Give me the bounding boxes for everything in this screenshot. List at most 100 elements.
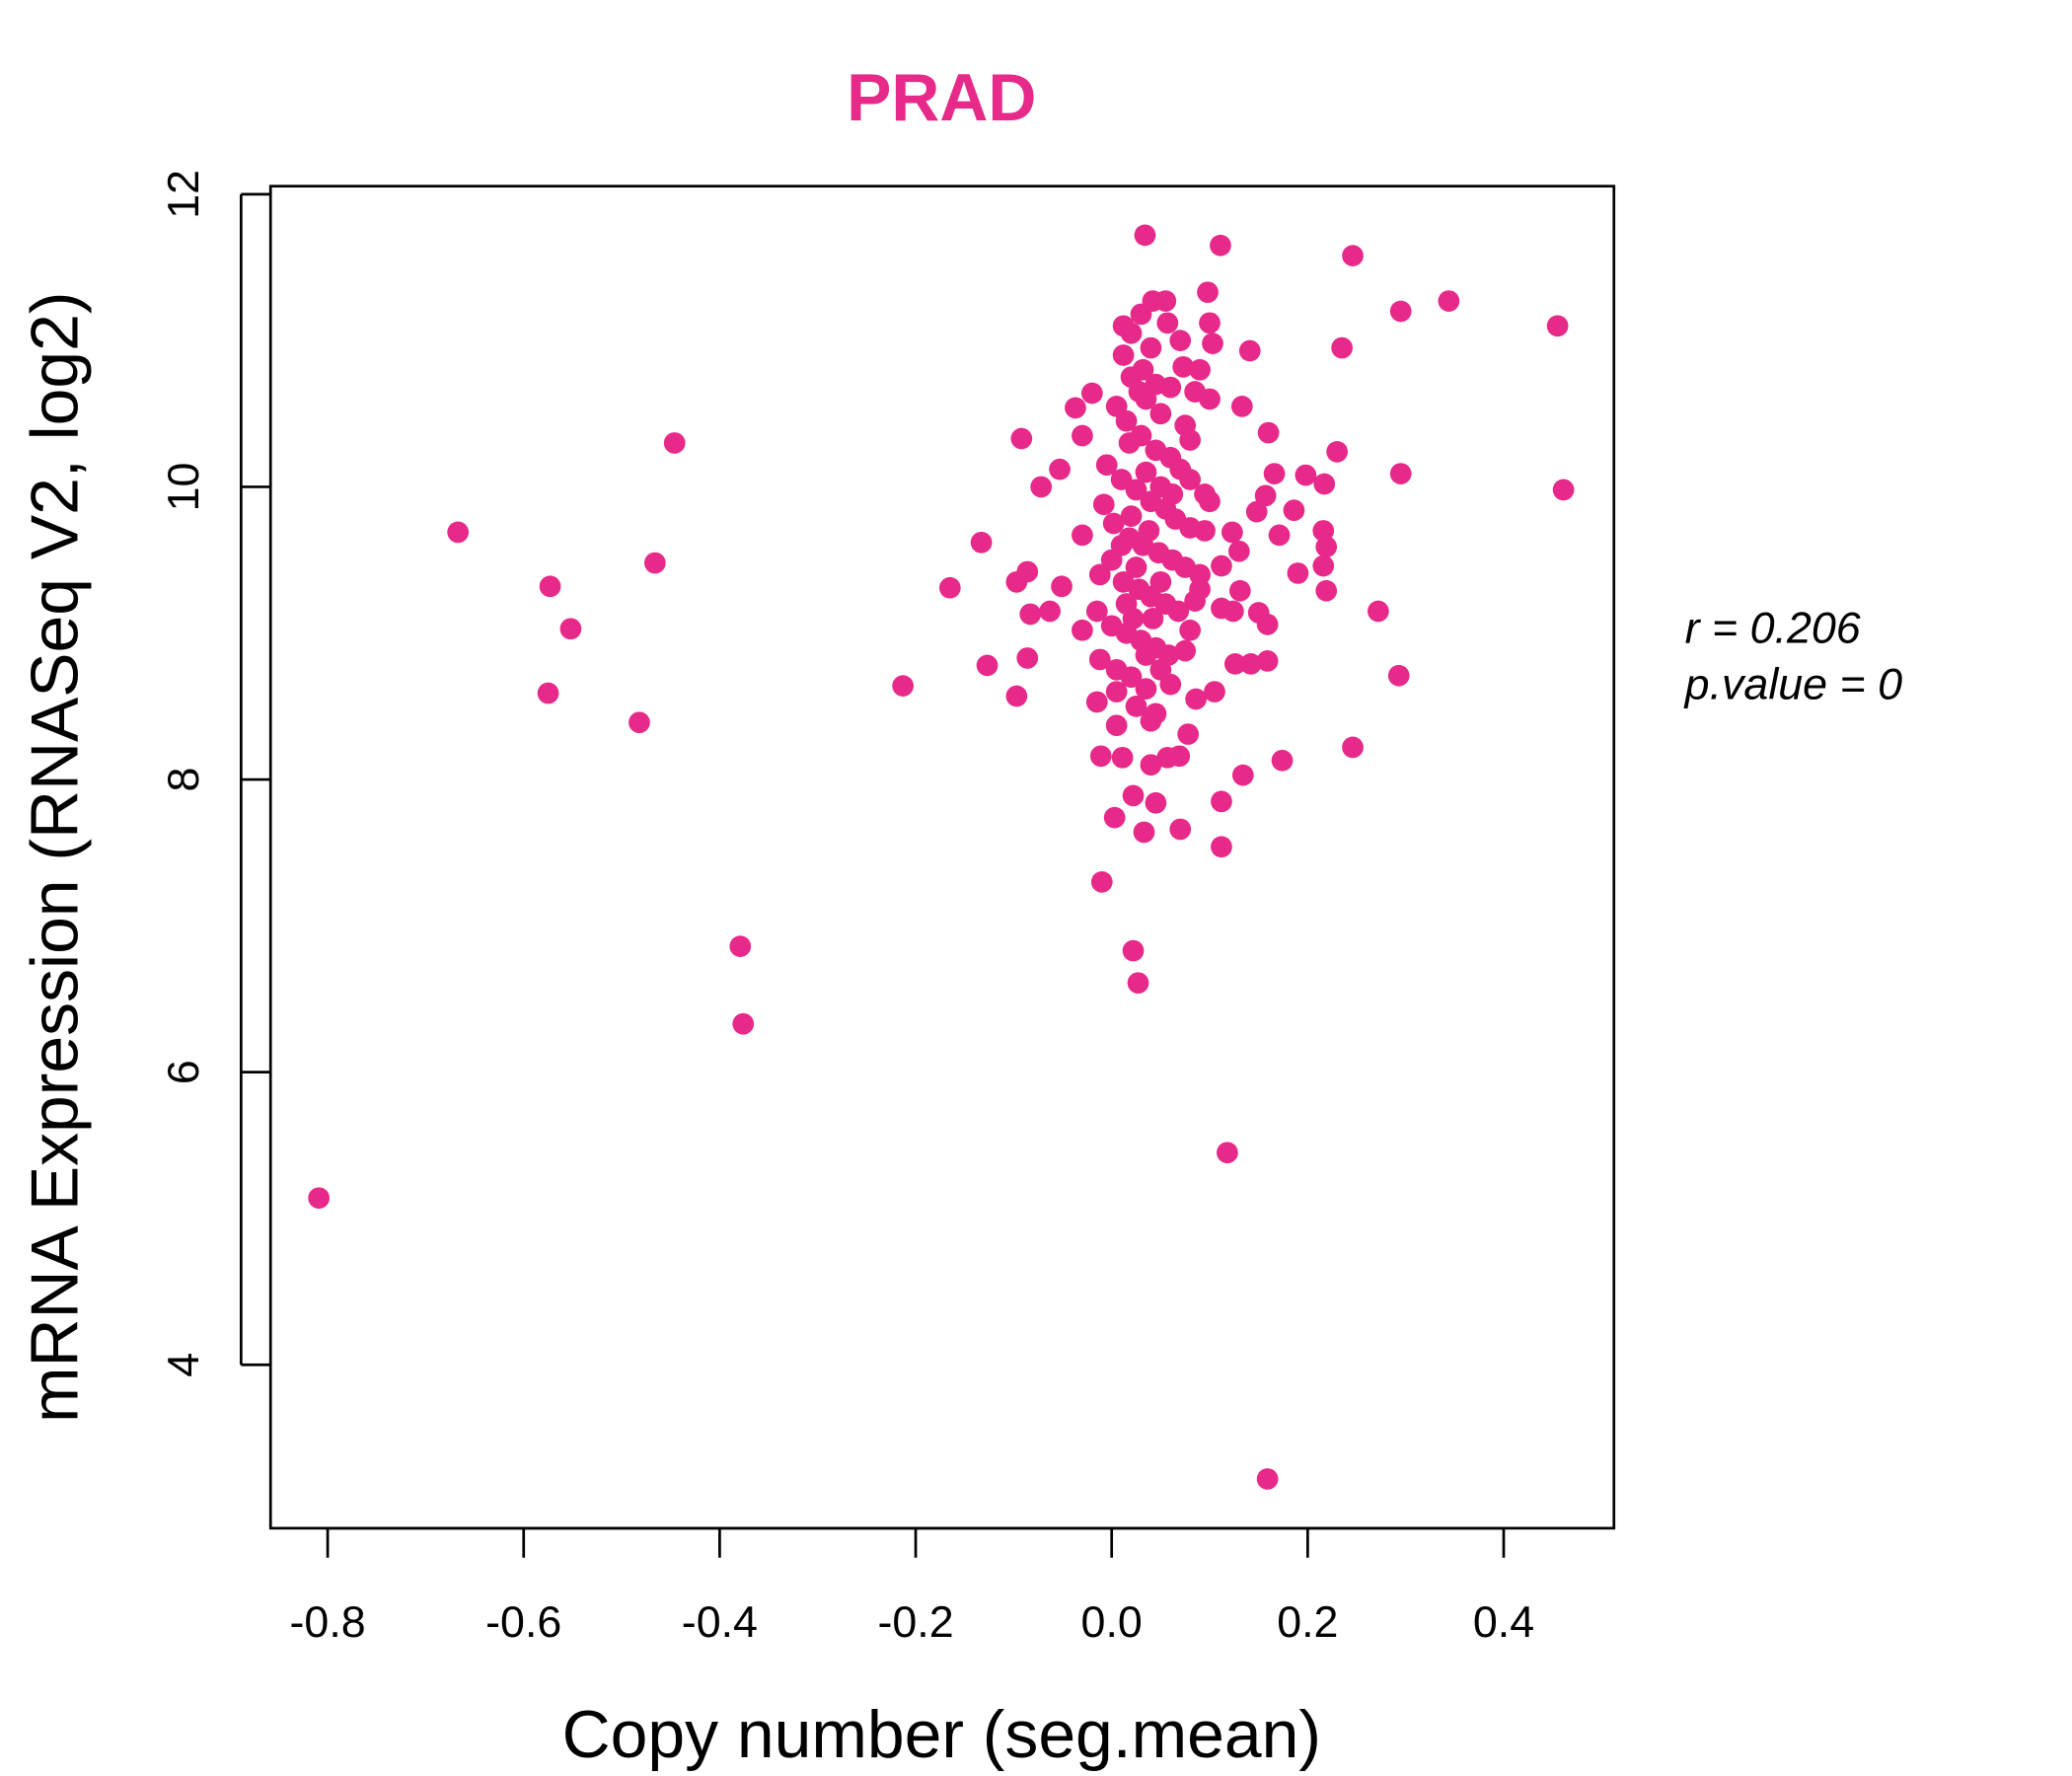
data-point [1204,681,1225,703]
y-tick-label: 10 [159,463,208,512]
data-point [1149,403,1172,425]
x-tick-label: -0.6 [485,1597,561,1647]
correlation-r: r = 0.206 [1685,604,1861,653]
data-point [308,1187,331,1210]
data-point [1005,685,1028,707]
data-point [1112,344,1135,366]
data-point [1331,336,1353,359]
x-axis: -0.8 -0.6 -0.4 -0.2 0.0 0.2 0.4 [290,1526,1534,1647]
data-point [1179,469,1202,490]
data-point [539,575,561,598]
data-point [1222,600,1244,623]
data-point [1295,464,1317,486]
data-point [1135,644,1157,666]
data-point [1125,479,1147,501]
x-tick-label: 0.2 [1277,1597,1338,1647]
data-point [1122,608,1145,629]
data-point [1088,563,1111,586]
data-point [1271,749,1294,772]
data-point [1389,463,1412,484]
data-point [1010,427,1033,450]
data-point [447,521,470,544]
y-tick-label: 8 [159,768,208,792]
data-point [1238,339,1261,362]
data-point [1145,373,1167,396]
data-point [1120,505,1143,527]
data-point [1088,648,1111,671]
data-point [1256,1468,1279,1490]
data-point [1154,290,1177,312]
data-point [1140,754,1162,777]
data-point [1072,424,1093,447]
y-tick-label: 4 [159,1353,208,1377]
data-point [1263,463,1286,484]
data-point [729,935,752,957]
data-point [1127,972,1149,995]
data-point [1194,520,1216,542]
y-tick-label: 6 [159,1060,208,1084]
data-point [1179,619,1202,641]
data-point [1387,664,1410,687]
x-axis-label: Copy number (seg.mean) [562,1698,1321,1772]
data-point [1111,746,1134,769]
data-point [1174,639,1197,662]
data-point [1211,790,1232,813]
y-tick-label: 12 [159,170,208,219]
data-point [1210,234,1231,257]
data-point [1239,653,1262,675]
data-point [1211,836,1232,858]
data-point [1245,500,1268,523]
data-point [1135,461,1157,483]
data-point [1179,429,1202,451]
data-point [1177,723,1200,745]
data-point [1199,388,1221,410]
data-point [1172,355,1195,378]
x-tick-label: -0.4 [682,1597,758,1647]
data-point [1287,562,1309,584]
data-point [1080,382,1103,405]
data-point [1223,653,1246,675]
data-point [1125,556,1147,578]
data-point [1103,806,1126,829]
data-point [1230,396,1253,417]
data-point [1197,281,1219,304]
y-axis-label: mRNA Expression (RNASeq V2, log2) [19,292,93,1424]
data-point [1030,476,1053,498]
data-point [1221,521,1243,544]
data-point [1169,330,1192,351]
data-point [1134,224,1156,247]
data-point [1110,534,1133,556]
data-point [1389,300,1412,323]
data-point [1313,473,1336,495]
data-point [1105,714,1128,737]
data-point [1156,746,1179,769]
data-point [1072,619,1093,641]
data-point [1315,579,1338,602]
data-point [1135,678,1157,700]
data-point [1149,570,1172,593]
data-point [1049,458,1071,481]
x-tick-label: 0.0 [1081,1597,1143,1647]
data-point [1138,520,1160,542]
data-point [970,531,993,554]
data-point [1254,484,1277,507]
data-point [1161,482,1184,505]
data-point [1312,555,1335,577]
x-tick-label: 0.4 [1473,1597,1534,1647]
points-layer [308,224,1575,1490]
data-point [1095,454,1118,477]
data-point [1072,524,1093,547]
data-point [537,682,559,704]
data-point [1546,315,1569,337]
data-point [1368,600,1389,623]
data-point [1118,432,1141,454]
data-point [1016,560,1039,583]
data-point [1145,703,1167,725]
data-point [1132,358,1154,381]
data-point [1085,691,1108,713]
data-point [1120,322,1143,344]
data-point [1199,490,1221,513]
data-point [1189,578,1211,601]
data-point [1552,479,1575,501]
